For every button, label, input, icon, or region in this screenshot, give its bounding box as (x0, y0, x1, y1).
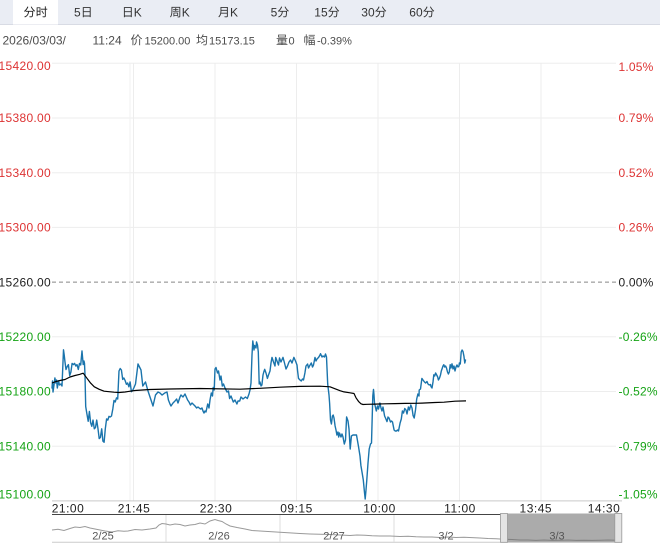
svg-text:15140.00: 15140.00 (0, 439, 51, 453)
svg-text:3/2: 3/2 (438, 531, 453, 543)
svg-text:21:00: 21:00 (52, 501, 85, 515)
svg-text:0.00%: 0.00% (619, 275, 654, 289)
svg-text:5: 5 (271, 5, 278, 19)
svg-text:0.52%: 0.52% (619, 166, 654, 180)
svg-text:10:00: 10:00 (363, 501, 396, 515)
svg-text:15420.00: 15420.00 (0, 59, 51, 73)
svg-text:K: K (134, 5, 142, 19)
svg-text:-0.26%: -0.26% (619, 330, 658, 344)
svg-text:2/27: 2/27 (323, 531, 344, 543)
svg-text:3/3: 3/3 (549, 531, 564, 543)
svg-text:2026/03/03/: 2026/03/03/ (3, 33, 67, 47)
svg-text:K: K (230, 5, 238, 19)
svg-text:K: K (182, 5, 190, 19)
svg-text:09:15: 09:15 (280, 501, 313, 515)
svg-text:2/26: 2/26 (208, 531, 229, 543)
svg-text:22:30: 22:30 (200, 501, 233, 515)
svg-text:0: 0 (289, 35, 295, 47)
svg-text:2/25: 2/25 (92, 531, 113, 543)
svg-text:15200.00: 15200.00 (145, 35, 191, 47)
svg-text:15: 15 (314, 5, 328, 19)
svg-text:13:45: 13:45 (520, 501, 553, 515)
svg-text:0.26%: 0.26% (619, 221, 654, 235)
svg-text:15300.00: 15300.00 (0, 221, 51, 235)
svg-text:30: 30 (361, 5, 375, 19)
svg-text:-0.79%: -0.79% (619, 439, 658, 453)
svg-text:60: 60 (409, 5, 423, 19)
svg-text:-1.05%: -1.05% (619, 488, 658, 502)
svg-text:0.79%: 0.79% (619, 111, 654, 125)
svg-text:-0.52%: -0.52% (619, 385, 658, 399)
svg-text:21:45: 21:45 (118, 501, 151, 515)
svg-text:11:24: 11:24 (93, 33, 122, 47)
svg-text:15100.00: 15100.00 (0, 488, 51, 502)
svg-text:15380.00: 15380.00 (0, 111, 51, 125)
svg-text:5: 5 (74, 5, 81, 19)
svg-text:15180.00: 15180.00 (0, 385, 51, 399)
svg-text:15220.00: 15220.00 (0, 330, 51, 344)
svg-text:14:30: 14:30 (588, 501, 621, 515)
svg-text:1.05%: 1.05% (619, 60, 654, 74)
svg-text:-0.39%: -0.39% (317, 35, 352, 47)
svg-text:11:00: 11:00 (444, 501, 476, 515)
svg-text:15260.00: 15260.00 (0, 275, 51, 289)
svg-text:15340.00: 15340.00 (0, 166, 51, 180)
svg-text:15173.15: 15173.15 (209, 35, 255, 47)
